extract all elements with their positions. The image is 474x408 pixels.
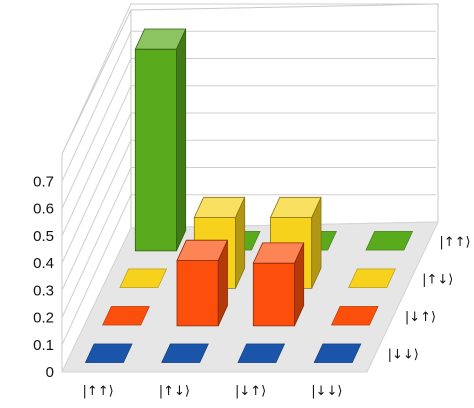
row-label: |↓↑⟩ bbox=[405, 310, 436, 325]
floor-tile bbox=[348, 268, 396, 288]
z-tick-label: 0.4 bbox=[33, 255, 54, 272]
bar bbox=[176, 239, 229, 327]
bar-front-face bbox=[134, 48, 177, 252]
bar-top-face bbox=[269, 196, 322, 218]
bar-top-face bbox=[252, 242, 305, 264]
floor-tile bbox=[161, 343, 209, 363]
grid-line bbox=[61, 112, 436, 264]
column-label: |↑↓⟩ bbox=[159, 384, 190, 399]
floor-tile bbox=[119, 268, 168, 288]
column-label: |↓↓⟩ bbox=[311, 384, 342, 399]
grid-line bbox=[61, 85, 436, 237]
z-tick-label: 0.7 bbox=[33, 173, 54, 190]
bar-top-face bbox=[176, 239, 229, 261]
bars bbox=[134, 28, 322, 327]
z-tick-label: 0.2 bbox=[33, 310, 54, 327]
row-label: |↑↑⟩ bbox=[439, 235, 470, 250]
floor-tile bbox=[102, 306, 150, 326]
z-tick-label: 0.1 bbox=[33, 337, 54, 354]
z-tick-label: 0.3 bbox=[33, 282, 54, 299]
row-labels: |↑↑⟩ |↑↓⟩ |↓↑⟩ |↓↓⟩ bbox=[388, 235, 471, 363]
floor-tile bbox=[313, 343, 362, 363]
grid-line bbox=[61, 139, 436, 291]
grid-line bbox=[61, 194, 436, 346]
z-axis-tick-labels: 0 0.1 0.2 0.3 0.4 0.5 0.6 0.7 bbox=[33, 173, 54, 381]
column-label: |↓↑⟩ bbox=[235, 384, 266, 399]
column-labels: |↑↑⟩ |↑↓⟩ |↓↑⟩ |↓↓⟩ bbox=[83, 384, 343, 399]
bar-top-face bbox=[134, 28, 187, 50]
row-label: |↑↓⟩ bbox=[422, 272, 453, 287]
column-label: |↑↑⟩ bbox=[83, 384, 114, 399]
floor-tile bbox=[330, 306, 379, 326]
floor bbox=[61, 221, 439, 373]
floor-tile bbox=[84, 343, 133, 363]
grid-line bbox=[61, 30, 436, 182]
bar-front-face bbox=[176, 260, 219, 327]
floor-tile bbox=[237, 343, 286, 363]
grid-line bbox=[61, 167, 436, 318]
bar bbox=[252, 242, 305, 327]
row-label: |↓↓⟩ bbox=[388, 347, 419, 362]
z-tick-label: 0.5 bbox=[33, 228, 54, 245]
bar-top-face bbox=[193, 196, 246, 218]
z-tick-label: 0.6 bbox=[33, 201, 54, 218]
floor-tile bbox=[365, 231, 414, 251]
bar-side-face bbox=[175, 28, 187, 252]
bar-front-face bbox=[252, 262, 295, 327]
grid-lines bbox=[61, 3, 436, 346]
grid-line bbox=[61, 3, 436, 155]
z-tick-label: 0 bbox=[46, 364, 54, 381]
bar bbox=[134, 28, 187, 252]
grid-line bbox=[61, 58, 436, 209]
